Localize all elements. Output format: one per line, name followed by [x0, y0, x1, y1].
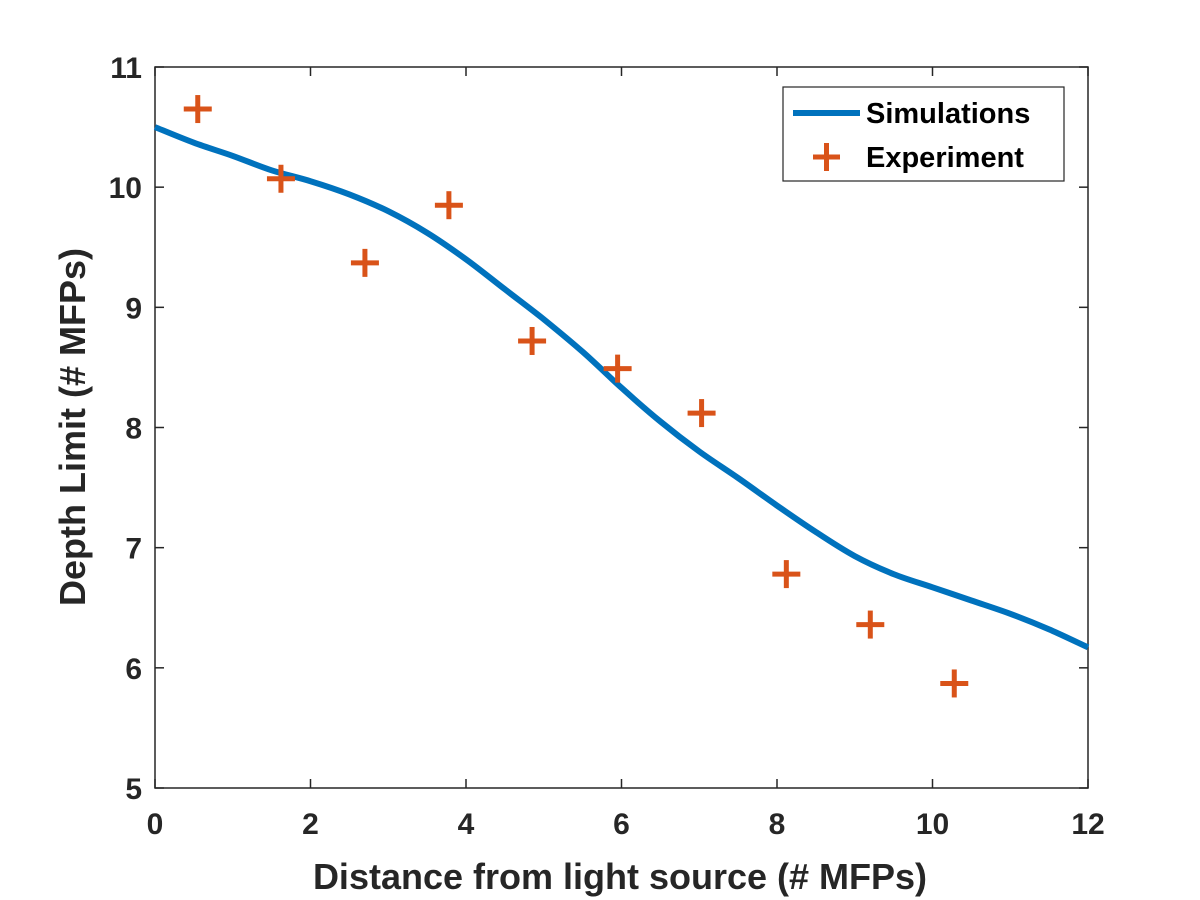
- experiment-point: [940, 669, 969, 698]
- experiment-point: [434, 191, 463, 220]
- experiment-point: [518, 326, 547, 355]
- x-tick-label: 0: [147, 808, 164, 841]
- y-tick-label: 11: [110, 52, 142, 85]
- ticks: 0 2 4 6 8 10 12 5 6 7 8 9 10 11: [109, 52, 1105, 841]
- y-tick-label: 5: [125, 773, 142, 806]
- legend-box: [782, 86, 1065, 182]
- legend-label-simulations: Simulations: [866, 98, 1030, 130]
- x-tick-label: 10: [916, 808, 949, 841]
- experiment-point: [266, 164, 295, 193]
- simulations-line: [153, 124, 1090, 651]
- y-tick-label: 6: [125, 653, 142, 686]
- x-tick-label: 12: [1071, 808, 1104, 841]
- experiment-point: [687, 399, 716, 428]
- x-tick-label: 2: [302, 808, 319, 841]
- legend: Simulations Experiment: [782, 86, 1065, 182]
- x-axis-title: Distance from light source (# MFPs): [313, 856, 927, 897]
- y-tick-label: 8: [125, 413, 142, 446]
- x-tick-label: 8: [769, 808, 786, 841]
- series: [153, 95, 1090, 698]
- plot-area: [154, 66, 1089, 789]
- legend-label-experiment: Experiment: [866, 142, 1024, 174]
- y-tick-label: 7: [125, 533, 142, 566]
- x-tick-label: 6: [613, 808, 630, 841]
- experiment-point: [772, 560, 801, 589]
- experiment-point: [856, 610, 885, 639]
- y-tick-label: 10: [109, 172, 142, 205]
- x-tick-label: 4: [458, 808, 475, 841]
- experiment-point: [350, 248, 379, 277]
- y-tick-label: 9: [125, 292, 142, 325]
- legend-marker-experiment: [813, 143, 840, 171]
- y-axis-title: Depth Limit (# MFPs): [52, 248, 93, 606]
- experiment-point: [603, 354, 632, 383]
- experiment-point: [183, 95, 212, 124]
